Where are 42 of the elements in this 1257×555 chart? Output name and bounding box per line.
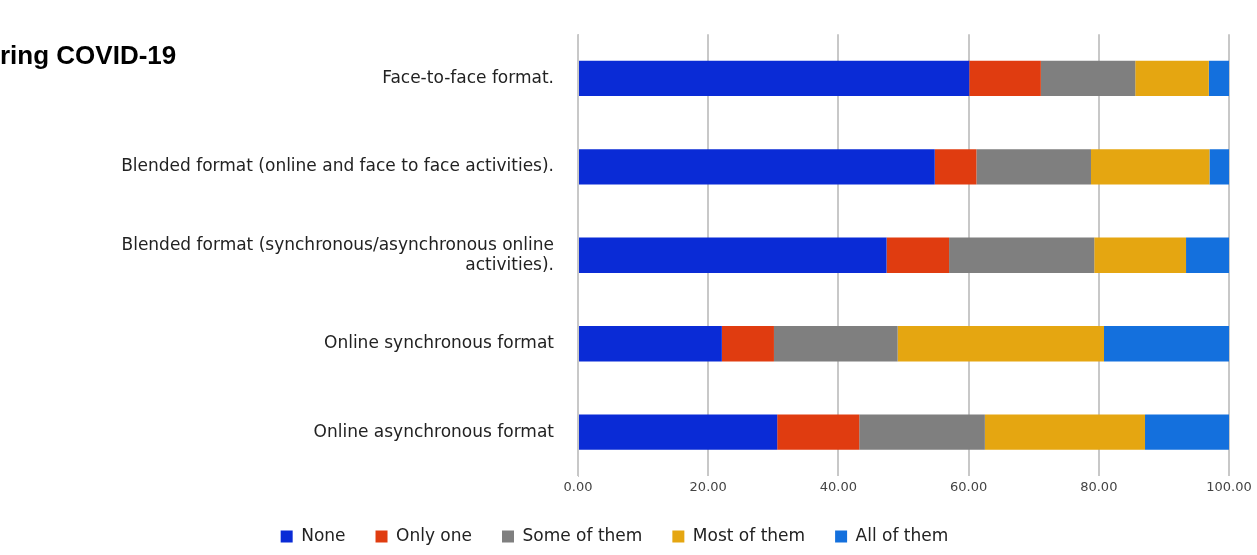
bar (579, 149, 935, 185)
bar (897, 326, 1105, 362)
bar (976, 149, 1091, 185)
legend-label: Only one (396, 524, 472, 545)
x-tick-label: 80.00 (1080, 478, 1118, 494)
y-tick-label: Online asynchronous format (313, 420, 555, 441)
legend-label: Most of them (692, 524, 806, 545)
text: ring COVID-19 (0, 40, 177, 71)
bar (777, 414, 860, 450)
bar (721, 326, 774, 362)
bar (1145, 414, 1229, 450)
bar (1135, 60, 1209, 97)
bar (984, 414, 1146, 450)
bar (1186, 237, 1229, 273)
bar (1040, 60, 1136, 97)
bar (1094, 237, 1187, 273)
bar (934, 149, 977, 185)
x-tick-label: 40.00 (819, 478, 858, 494)
x-tick-label: 60.00 (949, 478, 988, 494)
bar (949, 237, 1095, 273)
bar (859, 414, 985, 450)
bar (579, 326, 722, 362)
y-tick-label: Online synchronous format (324, 332, 555, 353)
y-tick-label: Blended format (online and face to face activities). (121, 155, 554, 176)
bar (886, 237, 950, 273)
bar (1209, 149, 1229, 185)
bar (969, 60, 1041, 97)
bar (773, 326, 898, 362)
bar (579, 414, 778, 450)
x-tick-label: 20.00 (689, 478, 727, 494)
bar (1090, 149, 1210, 185)
bar (579, 237, 887, 273)
y-tick-label: Face-to-face format. (382, 66, 554, 87)
bar (579, 60, 970, 97)
y-tick-label: Blended format (synchronous/asynchronous online activities). (121, 233, 554, 274)
legend-label: All of them (855, 524, 949, 545)
x-tick-label: 100.00 (1206, 478, 1252, 494)
bar (1104, 326, 1229, 362)
bar (1208, 60, 1229, 97)
legend-label: Some of them (522, 524, 643, 545)
legend-label: None (301, 524, 346, 545)
x-tick-label: 0.00 (563, 478, 593, 494)
